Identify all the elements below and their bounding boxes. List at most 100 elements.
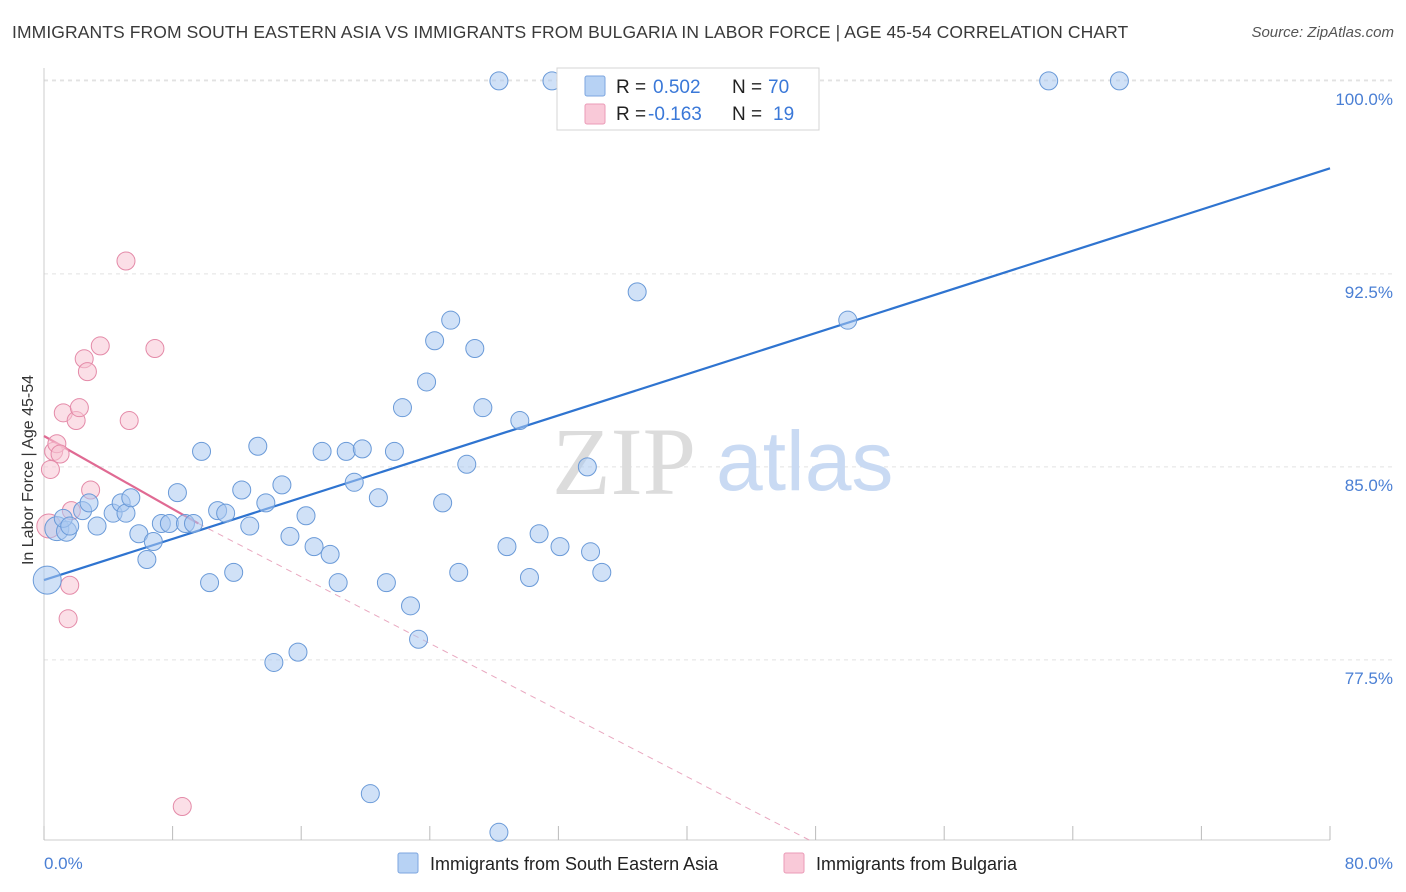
point-bulgaria [90, 336, 110, 356]
point-sea [137, 550, 157, 570]
point-sea [550, 537, 570, 557]
point-bulgaria [119, 411, 139, 431]
point-bulgaria [60, 575, 80, 595]
point-sea [510, 411, 530, 431]
trend-line-sea [43, 167, 1331, 582]
point-sea [288, 642, 308, 662]
legend-n-label-1: N = [732, 77, 762, 98]
point-sea [457, 454, 477, 474]
point-sea [183, 513, 203, 533]
y-tick-label: 77.5% [1345, 669, 1393, 688]
point-sea [304, 537, 324, 557]
point-sea [577, 457, 597, 477]
trend-line-bulgaria-extension [198, 523, 810, 841]
axes [43, 68, 1331, 841]
point-sea [60, 516, 80, 536]
point-sea [200, 573, 220, 593]
point-sea [368, 488, 388, 508]
point-sea [240, 516, 260, 536]
series-label-sea: Immigrants from South Eastern Asia [430, 854, 719, 874]
correlation-legend: R = 0.502 N = 70 R = -0.163 N = 19 [556, 67, 820, 131]
point-sea [473, 398, 493, 418]
point-sea [441, 310, 461, 330]
y-axis-label: In Labor Force | Age 45-54 [20, 375, 37, 565]
point-sea [159, 513, 179, 533]
y-tick-labels: 77.5% 85.0% 92.5% 100.0% [1335, 90, 1393, 688]
series-legend: Immigrants from South Eastern Asia Immig… [397, 852, 1018, 874]
y-tick-label: 85.0% [1345, 476, 1393, 495]
y-tick-label: 92.5% [1345, 283, 1393, 302]
point-sea [449, 562, 469, 582]
point-sea [232, 480, 252, 500]
point-sea [627, 282, 647, 302]
point-sea [264, 652, 284, 672]
point-sea [312, 441, 332, 461]
point-sea [79, 493, 99, 513]
point-sea [224, 562, 244, 582]
legend-r-value-1: 0.502 [653, 77, 701, 98]
point-sea [519, 568, 539, 588]
point-sea [272, 475, 292, 495]
point-bulgaria [50, 444, 70, 464]
series-swatch-bulgaria [783, 852, 805, 874]
watermark-zip: ZIP [552, 408, 696, 515]
x-tick-label: 80.0% [1345, 854, 1393, 873]
point-sea [465, 338, 485, 358]
legend-n-label-2: N = [732, 104, 762, 125]
point-sea [87, 516, 107, 536]
point-sea [256, 493, 276, 513]
legend-r-value-2: -0.163 [648, 104, 702, 125]
series-swatch-sea [397, 852, 419, 874]
point-bulgaria [172, 797, 192, 817]
point-sea [360, 784, 380, 804]
point-sea [376, 573, 396, 593]
legend-r-label-2: R = [616, 104, 646, 125]
chart-title: IMMIGRANTS FROM SOUTH EASTERN ASIA VS IM… [12, 22, 1129, 42]
grid-lines [44, 79, 1395, 661]
point-sea [489, 71, 509, 91]
point-sea [392, 398, 412, 418]
data-points [32, 71, 1129, 842]
point-sea [838, 310, 858, 330]
point-sea [167, 483, 187, 503]
point-sea [32, 565, 62, 595]
point-bulgaria [69, 398, 89, 418]
point-bulgaria [40, 459, 60, 479]
point-sea [417, 372, 437, 392]
point-sea [320, 544, 340, 564]
x-tick-label: 0.0% [44, 854, 83, 873]
legend-swatch-sea [584, 75, 606, 97]
point-sea [192, 441, 212, 461]
point-sea [344, 472, 364, 492]
y-tick-label: 100.0% [1335, 90, 1393, 109]
point-bulgaria [58, 609, 78, 629]
point-sea [248, 436, 268, 456]
watermark: ZIP atlas [552, 408, 893, 515]
point-bulgaria [116, 251, 136, 271]
point-sea [296, 506, 316, 526]
point-sea [433, 493, 453, 513]
trend-line-bulgaria [43, 435, 199, 525]
watermark-atlas: atlas [716, 414, 893, 508]
point-sea [529, 524, 549, 544]
x-tick-labels: 0.0% 80.0% [44, 854, 1393, 873]
legend-r-label-1: R = [616, 77, 646, 98]
point-sea [581, 542, 601, 562]
series-label-bulgaria: Immigrants from Bulgaria [816, 854, 1018, 874]
point-sea [352, 439, 372, 459]
point-sea [143, 531, 163, 551]
legend-n-value-1: 70 [768, 77, 789, 98]
point-sea [409, 629, 429, 649]
source-credit: Source: ZipAtlas.com [1251, 24, 1394, 41]
point-sea [1109, 71, 1129, 91]
point-sea [216, 503, 236, 523]
point-bulgaria [77, 362, 97, 382]
point-sea [121, 488, 141, 508]
point-sea [592, 562, 612, 582]
point-sea [384, 441, 404, 461]
point-bulgaria [145, 338, 165, 358]
point-sea [401, 596, 421, 616]
point-sea [489, 822, 509, 842]
legend-swatch-bulgaria [584, 103, 606, 125]
